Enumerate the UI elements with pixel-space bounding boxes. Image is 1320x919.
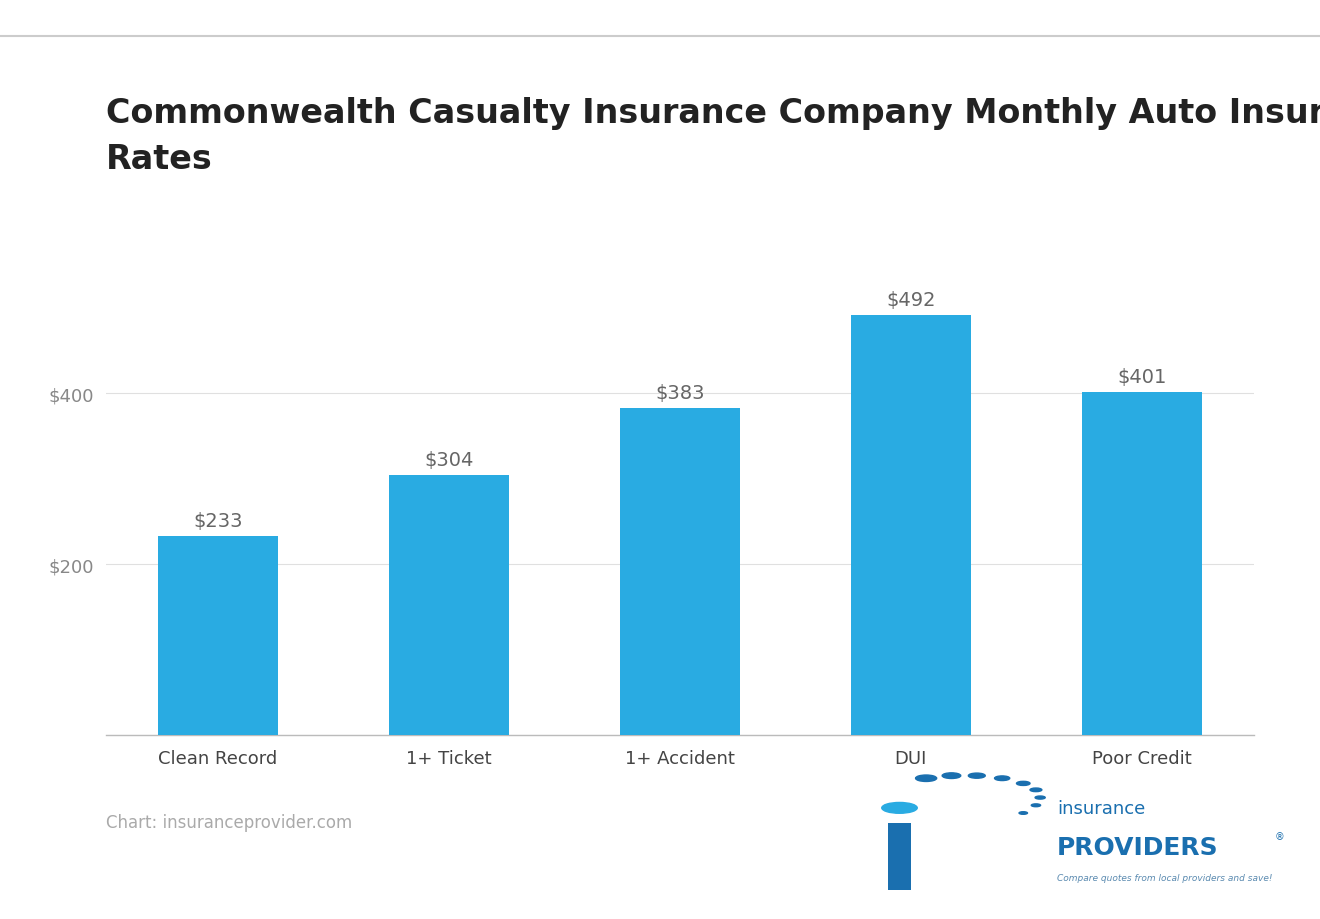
Text: $233: $233 xyxy=(193,511,243,530)
Circle shape xyxy=(882,802,917,813)
Bar xyxy=(1081,393,1201,735)
Circle shape xyxy=(1035,796,1045,800)
Bar xyxy=(620,408,739,735)
Circle shape xyxy=(916,776,937,781)
Text: Compare quotes from local providers and save!: Compare quotes from local providers and … xyxy=(1057,873,1272,882)
Text: $304: $304 xyxy=(424,451,474,470)
Circle shape xyxy=(1019,811,1027,814)
Circle shape xyxy=(942,773,961,778)
Text: Commonwealth Casualty Insurance Company Monthly Auto Insurance: Commonwealth Casualty Insurance Company … xyxy=(106,96,1320,130)
Circle shape xyxy=(1031,804,1040,807)
Text: insurance: insurance xyxy=(1057,799,1146,817)
Bar xyxy=(389,476,510,735)
Text: $401: $401 xyxy=(1117,368,1167,387)
Circle shape xyxy=(994,776,1010,781)
FancyBboxPatch shape xyxy=(888,823,911,891)
Text: $383: $383 xyxy=(655,383,705,403)
Text: Rates: Rates xyxy=(106,142,213,176)
Text: ®: ® xyxy=(1275,832,1284,841)
Bar xyxy=(158,537,279,735)
Bar xyxy=(850,315,970,735)
Text: Chart: insuranceprovider.com: Chart: insuranceprovider.com xyxy=(106,813,352,832)
Circle shape xyxy=(1030,789,1041,792)
Text: PROVIDERS: PROVIDERS xyxy=(1057,834,1218,858)
Circle shape xyxy=(969,773,985,778)
Circle shape xyxy=(1016,781,1030,786)
Text: $492: $492 xyxy=(886,290,936,310)
